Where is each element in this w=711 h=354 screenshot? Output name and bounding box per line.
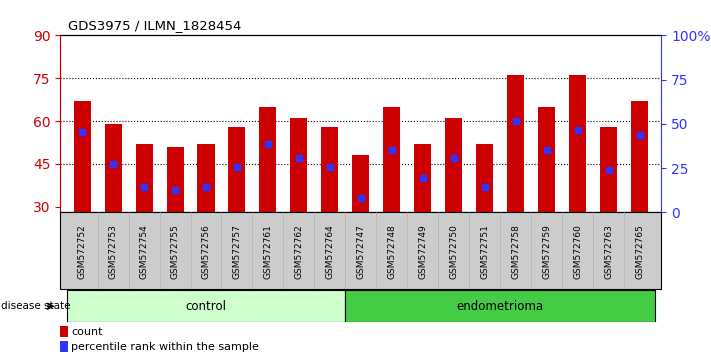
Text: GDS3975 / ILMN_1828454: GDS3975 / ILMN_1828454 [68, 19, 241, 33]
Bar [353, 155, 369, 212]
Text: GSM572752: GSM572752 [77, 224, 87, 279]
Text: GSM572750: GSM572750 [449, 224, 458, 279]
Point [293, 155, 304, 161]
Point [107, 161, 119, 167]
Point [262, 141, 274, 147]
Bar [321, 127, 338, 212]
Bar [569, 75, 586, 212]
Bar [383, 107, 400, 212]
Point [231, 164, 242, 170]
Text: GSM572747: GSM572747 [356, 224, 365, 279]
Text: GSM572748: GSM572748 [387, 224, 396, 279]
Point [510, 118, 521, 124]
Bar [136, 144, 153, 212]
Point [448, 155, 459, 161]
Text: GSM572749: GSM572749 [418, 224, 427, 279]
Text: GSM572761: GSM572761 [264, 224, 272, 279]
Text: disease state: disease state [1, 301, 70, 311]
Text: GSM572751: GSM572751 [480, 224, 489, 279]
Point [417, 175, 429, 181]
Bar [105, 124, 122, 212]
Text: GSM572763: GSM572763 [604, 224, 613, 279]
Point [139, 184, 150, 189]
Point [541, 147, 552, 153]
Bar [60, 326, 68, 337]
Text: GSM572753: GSM572753 [109, 224, 117, 279]
Bar [67, 290, 346, 322]
Point [603, 167, 614, 172]
Bar [346, 290, 655, 322]
Text: endometrioma: endometrioma [456, 300, 544, 313]
Bar [600, 127, 617, 212]
Text: GSM572755: GSM572755 [171, 224, 179, 279]
Bar [631, 101, 648, 212]
Text: GSM572757: GSM572757 [232, 224, 242, 279]
Point [76, 130, 87, 135]
Point [479, 184, 491, 189]
Text: count: count [71, 327, 102, 337]
Bar [445, 118, 462, 212]
Bar [415, 144, 432, 212]
Bar [228, 127, 245, 212]
Point [386, 147, 397, 153]
Point [169, 187, 181, 192]
Text: GSM572764: GSM572764 [326, 224, 334, 279]
Point [572, 127, 583, 132]
Text: GSM572760: GSM572760 [573, 224, 582, 279]
Bar [260, 107, 277, 212]
Point [324, 164, 336, 170]
Bar [507, 75, 524, 212]
Bar [166, 147, 183, 212]
Bar [74, 101, 90, 212]
Text: percentile rank within the sample: percentile rank within the sample [71, 342, 259, 352]
Point [634, 132, 646, 138]
Text: GSM572754: GSM572754 [139, 224, 149, 279]
Point [356, 195, 367, 201]
Text: GSM572762: GSM572762 [294, 224, 304, 279]
Text: GSM572765: GSM572765 [635, 224, 644, 279]
Bar [538, 107, 555, 212]
Text: control: control [186, 300, 227, 313]
Text: GSM572756: GSM572756 [201, 224, 210, 279]
Bar [198, 144, 215, 212]
Point [201, 184, 212, 189]
Text: GSM572758: GSM572758 [511, 224, 520, 279]
Bar [476, 144, 493, 212]
Bar [60, 341, 68, 353]
Bar [290, 118, 307, 212]
Text: GSM572759: GSM572759 [542, 224, 551, 279]
